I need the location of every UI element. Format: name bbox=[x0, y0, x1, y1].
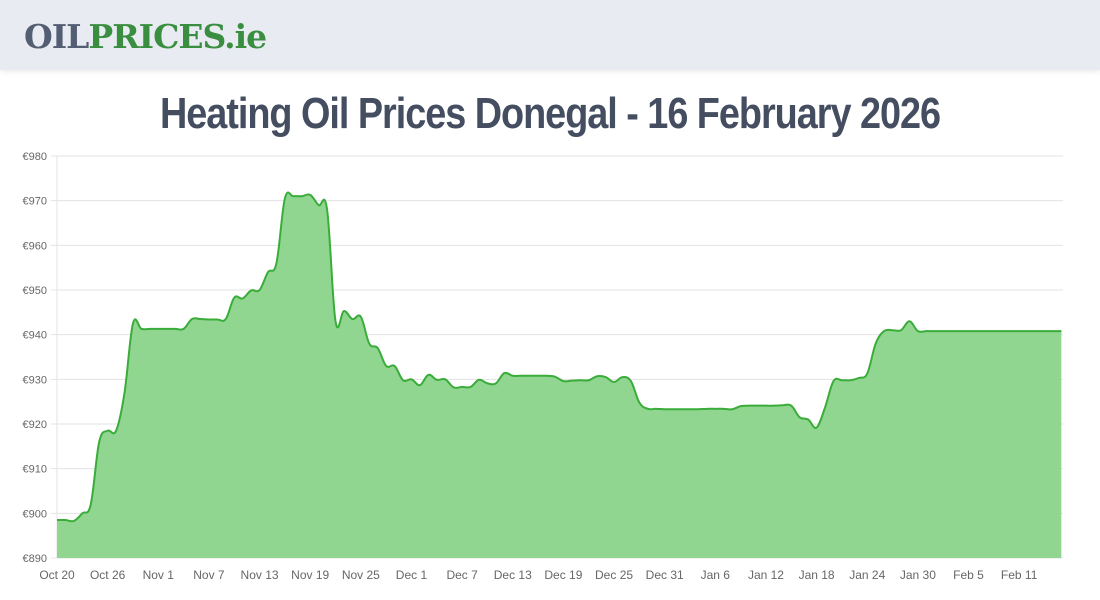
y-axis: €890 €900 €910 €920 €930 €940 €950 €960 €970 €980 bbox=[23, 151, 47, 565]
x-tick-label: Jan 18 bbox=[799, 568, 835, 582]
x-tick-label: Feb 11 bbox=[1001, 568, 1038, 582]
site-header: OILPRICES.ie bbox=[0, 0, 1100, 70]
x-tick-label: Jan 24 bbox=[849, 568, 885, 582]
x-tick-label: Jan 30 bbox=[900, 568, 936, 582]
x-tick-label: Nov 25 bbox=[342, 568, 380, 582]
y-tick-label: €940 bbox=[23, 330, 47, 342]
x-tick-label: Oct 20 bbox=[39, 568, 75, 582]
site-logo[interactable]: OILPRICES.ie bbox=[24, 17, 267, 57]
y-tick-label: €970 bbox=[23, 196, 47, 208]
x-tick-label: Dec 7 bbox=[446, 568, 478, 582]
price-area-fill bbox=[57, 192, 1062, 558]
x-tick-label: Dec 31 bbox=[646, 568, 684, 582]
price-line[interactable] bbox=[56, 191, 1062, 523]
x-tick-label: Nov 19 bbox=[291, 568, 329, 582]
y-tick-label: €920 bbox=[23, 419, 47, 431]
logo-text-prices: PRICES.ie bbox=[88, 17, 267, 56]
x-tick-label: Dec 19 bbox=[544, 568, 582, 582]
y-tick-label: €980 bbox=[23, 151, 47, 163]
y-tick-label: €950 bbox=[23, 285, 47, 297]
x-tick-label: Nov 1 bbox=[143, 568, 175, 582]
page-title: Heating Oil Prices Donegal - 16 February… bbox=[159, 89, 941, 138]
logo-text-oil: OIL bbox=[24, 17, 89, 56]
y-tick-label: €900 bbox=[23, 508, 47, 520]
x-tick-label: Oct 26 bbox=[90, 568, 126, 582]
y-tick-label: €930 bbox=[23, 374, 47, 386]
x-tick-label: Nov 13 bbox=[241, 568, 279, 582]
y-tick-label: €910 bbox=[23, 464, 47, 476]
x-tick-label: Dec 25 bbox=[595, 568, 633, 582]
x-tick-label: Dec 1 bbox=[396, 568, 428, 582]
x-tick-label: Jan 12 bbox=[748, 568, 784, 582]
x-axis: Oct 20 Oct 26 Nov 1 Nov 7 Nov 13 Nov 19 Nov 25… bbox=[39, 568, 1037, 582]
x-tick-label: Nov 7 bbox=[193, 568, 225, 582]
x-tick-label: Dec 13 bbox=[494, 568, 532, 582]
y-tick-label: €960 bbox=[23, 240, 47, 252]
x-tick-label: Jan 6 bbox=[701, 568, 731, 582]
y-tick-label: €890 bbox=[23, 553, 47, 565]
x-tick-label: Feb 5 bbox=[953, 568, 984, 582]
